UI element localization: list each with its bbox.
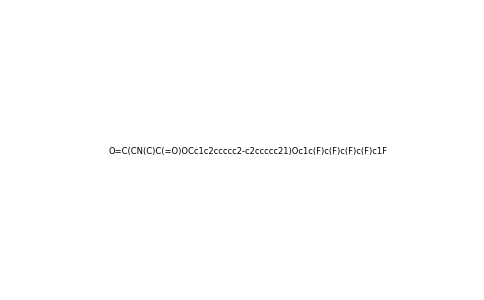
Text: O=C(CN(C)C(=O)OCc1c2ccccc2-c2ccccc21)Oc1c(F)c(F)c(F)c(F)c1F: O=C(CN(C)C(=O)OCc1c2ccccc2-c2ccccc21)Oc1… — [108, 147, 388, 156]
